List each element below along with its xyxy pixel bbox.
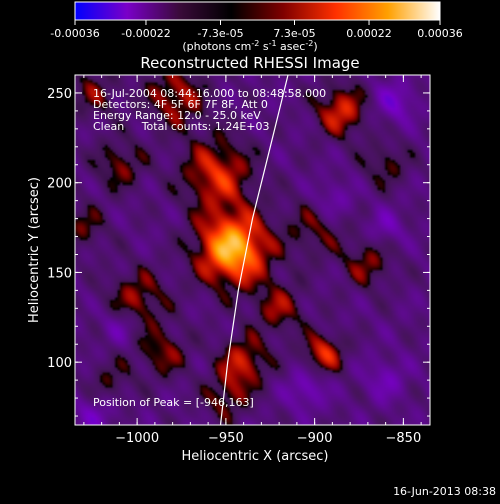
y-axis-ticks: 100 150 200 250 [47,74,430,417]
x-tick-label: −850 [386,431,422,446]
colorbar-units: (photons cm-2 s-1 asec-2) [182,39,317,53]
x-axis-label: Heliocentric X (arcsec) [182,449,329,464]
y-axis-label: Heliocentric Y (arcsec) [27,177,42,323]
chart-title: Reconstructed RHESSI Image [140,54,359,72]
colorbar [74,1,441,21]
annotation-energy: Energy Range: 12.0 - 25.0 keV [93,109,261,122]
x-tick-label: −950 [208,431,244,446]
annotation-detectors: Detectors: 4F 5F 6F 7F 8F, Att 0 [93,98,268,111]
footer-timestamp: 16-Jun-2013 08:38 [393,485,496,498]
colorbar-tick-label: -0.00036 [50,27,99,40]
plot-frame [74,74,431,426]
heatmap-image [75,75,430,425]
x-tick-label: −1000 [115,431,159,446]
x-axis-ticks: −1000 −950 −900 −850 [83,75,422,446]
colorbar-tick-label: -7.3e-05 [197,27,243,40]
y-tick-label: 100 [47,356,72,371]
info-annotations: 16-Jul-2004 08:44:16.000 to 08:48:58.000… [93,87,326,133]
colorbar-tick-label: 0.00036 [417,27,463,40]
solar-limb-line [219,75,289,425]
annotation-counts: Clean Total counts: 1.24E+03 [93,120,270,133]
colorbar-tick-label: 7.3e-05 [273,27,315,40]
y-tick-label: 200 [47,177,72,192]
colorbar-tick-label: 0.00022 [346,27,392,40]
annotation-time-range: 16-Jul-2004 08:44:16.000 to 08:48:58.000 [93,87,326,100]
colorbar-ticks: -0.00036 -0.00022 -7.3e-05 7.3e-05 0.00022 0.… [50,20,463,40]
y-tick-label: 150 [47,266,72,281]
y-tick-label: 250 [47,87,72,102]
colorbar-tick-label: -0.00022 [121,27,170,40]
annotation-peak-position: Position of Peak = [-946,163] [93,396,254,409]
x-tick-label: −900 [297,431,333,446]
